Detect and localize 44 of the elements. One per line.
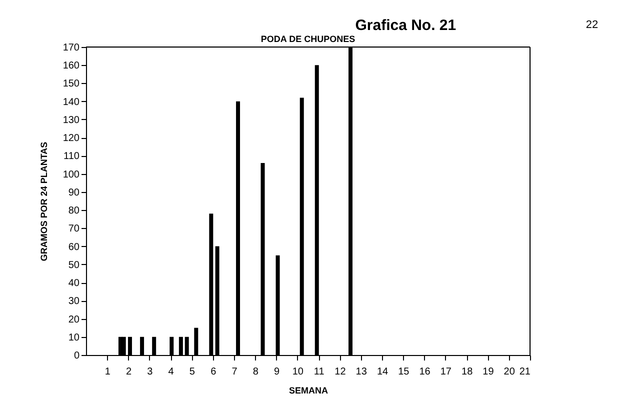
x-axis-title: SEMANA bbox=[288, 386, 328, 396]
x-tick-label: 8 bbox=[252, 366, 259, 378]
x-tick-label: 16 bbox=[419, 366, 431, 378]
x-tick-label: 11 bbox=[314, 366, 325, 378]
x-tick-label: 5 bbox=[189, 366, 196, 378]
y-tick-label: 10 bbox=[68, 332, 80, 344]
x-tick-label: 9 bbox=[274, 366, 280, 378]
y-axis-title: GRAMOS POR 24 PLANTAS bbox=[38, 142, 49, 262]
x-tick-label: 20 bbox=[504, 366, 516, 378]
y-tick-label: 30 bbox=[68, 296, 80, 308]
x-tick-label: 12 bbox=[334, 366, 346, 378]
y-tick-label: 140 bbox=[62, 96, 80, 108]
x-tick-label: 13 bbox=[356, 366, 368, 378]
y-tick-label: 110 bbox=[64, 151, 80, 162]
y-tick-label: 120 bbox=[62, 133, 80, 144]
x-tick-label: 15 bbox=[398, 366, 410, 378]
x-tick-label: 10 bbox=[292, 366, 304, 378]
x-tick-label: 18 bbox=[462, 366, 474, 378]
x-tick-label: 6 bbox=[210, 366, 217, 378]
y-tick-label: 0 bbox=[74, 350, 80, 362]
x-tick-label: 3 bbox=[147, 366, 154, 378]
y-tick-label: 160 bbox=[62, 60, 80, 72]
x-tick-label: 2 bbox=[126, 366, 132, 378]
x-tick-label: 14 bbox=[376, 366, 388, 378]
x-tick-label: 4 bbox=[168, 366, 174, 378]
x-tick-label: 7 bbox=[232, 366, 238, 378]
y-tick-label: 50 bbox=[68, 260, 80, 271]
text: 22 bbox=[586, 19, 598, 31]
y-tick-label: 20 bbox=[68, 314, 80, 326]
x-tick-label: 21 bbox=[519, 366, 531, 378]
y-tick-label: 150 bbox=[62, 78, 80, 90]
y-tick-label: 100 bbox=[62, 169, 80, 180]
text: Grafica No. 21 bbox=[355, 17, 456, 34]
y-tick-label: 70 bbox=[68, 224, 80, 235]
y-tick-label: 80 bbox=[68, 206, 80, 217]
y-tick-label: 40 bbox=[68, 278, 80, 290]
x-tick-label: 1 bbox=[104, 366, 111, 378]
x-tick-label: 19 bbox=[482, 366, 494, 378]
chart-title: PODA DE CHUPONES bbox=[260, 34, 356, 44]
y-tick-label: 130 bbox=[62, 114, 80, 126]
y-tick-label: 90 bbox=[68, 187, 80, 198]
x-tick-label: 17 bbox=[440, 366, 452, 378]
y-tick-label: 60 bbox=[68, 242, 80, 253]
y-tick-label: 170 bbox=[62, 42, 80, 54]
